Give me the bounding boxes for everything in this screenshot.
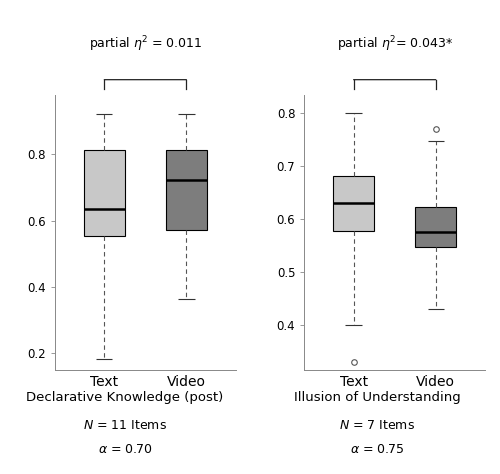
- Text: $\it{\alpha}$ = 0.70: $\it{\alpha}$ = 0.70: [98, 443, 152, 456]
- Text: Illusion of Understanding: Illusion of Understanding: [294, 391, 461, 404]
- Text: $\it{\alpha}$ = 0.75: $\it{\alpha}$ = 0.75: [350, 443, 405, 456]
- Text: $\it{N}$ = 11 Items: $\it{N}$ = 11 Items: [83, 419, 167, 432]
- Text: $\it{N}$ = 7 Items: $\it{N}$ = 7 Items: [340, 419, 415, 432]
- Bar: [415, 208, 457, 246]
- Text: partial $\it{η}$$^2$ = 0.011: partial $\it{η}$$^2$ = 0.011: [88, 34, 202, 54]
- Text: partial $\it{η}$$^2$= 0.043*: partial $\it{η}$$^2$= 0.043*: [336, 34, 453, 54]
- Bar: [166, 150, 207, 230]
- Bar: [333, 176, 374, 231]
- Text: Declarative Knowledge (post): Declarative Knowledge (post): [26, 391, 224, 404]
- Bar: [84, 150, 125, 236]
